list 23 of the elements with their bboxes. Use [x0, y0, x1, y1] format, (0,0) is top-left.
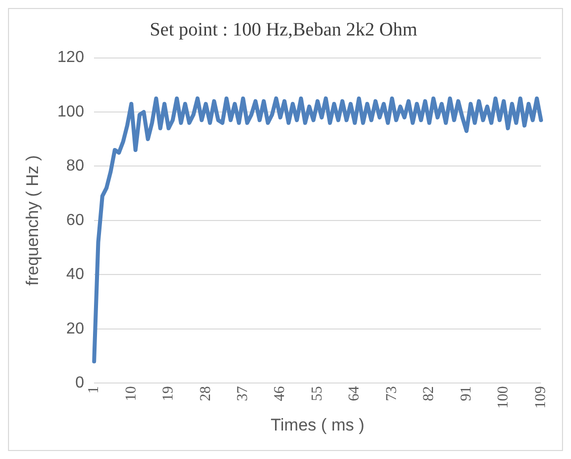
x-tick-label: 37 [235, 386, 251, 402]
y-tick-label: 120 [57, 49, 84, 66]
x-tick-label: 46 [272, 386, 288, 402]
chart-title: Set point : 100 Hz,Beban 2k2 Ohm [150, 19, 418, 40]
x-tick-label: 100 [496, 386, 512, 409]
x-tick-label: 64 [346, 386, 363, 402]
y-tick-label: 40 [66, 266, 84, 284]
x-tick-label: 82 [421, 386, 438, 402]
y-axis-title: frequenchy ( Hz ) [22, 155, 42, 286]
y-tick-label: 20 [66, 320, 84, 338]
x-tick-label: 19 [160, 386, 177, 402]
x-tick-label: 109 [532, 386, 549, 409]
x-axis-title: Times ( ms ) [270, 415, 364, 434]
x-tick-label: 28 [198, 386, 214, 402]
y-tick-label: 80 [66, 158, 84, 175]
y-tick-label: 0 [75, 374, 84, 392]
x-tick-label: 55 [309, 386, 326, 402]
x-tick-label: 1 [86, 386, 102, 394]
x-tick-label: 10 [123, 386, 140, 402]
y-tick-label: 60 [66, 212, 84, 229]
y-tick-label: 100 [57, 103, 84, 120]
x-tick-label: 73 [384, 386, 400, 402]
x-tick-label: 91 [458, 386, 474, 402]
